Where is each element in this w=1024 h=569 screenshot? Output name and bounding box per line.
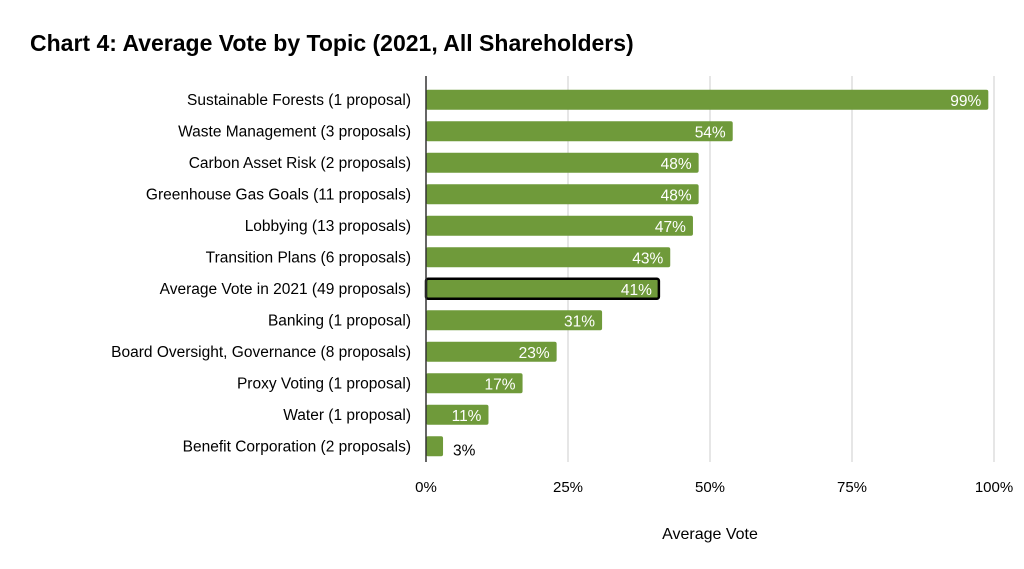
bar (426, 404, 489, 425)
x-tick-label: 25% (553, 479, 583, 496)
data-label: 17% (485, 376, 516, 393)
data-label: 23% (519, 345, 550, 362)
category-label: Lobbying (13 proposals) (245, 218, 411, 235)
category-label: Water (1 proposal) (283, 407, 411, 424)
data-label: 31% (564, 313, 595, 330)
data-label: 48% (661, 156, 692, 173)
bar (426, 89, 989, 110)
category-label: Proxy Voting (1 proposal) (237, 375, 411, 392)
category-label: Waste Management (3 proposals) (178, 123, 411, 140)
x-tick-label: 100% (975, 479, 1013, 496)
bar (426, 247, 671, 268)
data-label: 54% (695, 124, 726, 141)
data-label: 43% (632, 250, 663, 267)
category-label: Average Vote in 2021 (49 proposals) (160, 281, 411, 298)
data-label: 99% (950, 93, 981, 110)
chart-title: Chart 4: Average Vote by Topic (2021, Al… (30, 30, 634, 56)
data-label: 41% (621, 282, 652, 299)
data-label: 48% (661, 187, 692, 204)
category-label: Benefit Corporation (2 proposals) (183, 438, 411, 455)
category-label: Board Oversight, Governance (8 proposals… (111, 344, 411, 361)
category-label: Banking (1 proposal) (268, 312, 411, 329)
data-label: 47% (655, 219, 686, 236)
bar (426, 152, 699, 173)
category-label: Carbon Asset Risk (2 proposals) (189, 155, 411, 172)
bar (426, 373, 523, 394)
bar (426, 310, 603, 331)
data-label: 3% (453, 442, 476, 459)
category-label: Sustainable Forests (1 proposal) (187, 92, 411, 109)
data-label: 11% (452, 408, 482, 425)
x-tick-label: 50% (695, 479, 725, 496)
x-axis-title: Average Vote (662, 526, 758, 543)
bar (426, 436, 444, 457)
bar (426, 341, 557, 362)
category-label: Greenhouse Gas Goals (11 proposals) (146, 186, 411, 203)
bar (426, 121, 733, 142)
category-label: Transition Plans (6 proposals) (206, 249, 411, 266)
bar (426, 184, 699, 205)
x-tick-label: 0% (415, 479, 437, 496)
x-tick-label: 75% (837, 479, 867, 496)
bar (426, 215, 693, 236)
